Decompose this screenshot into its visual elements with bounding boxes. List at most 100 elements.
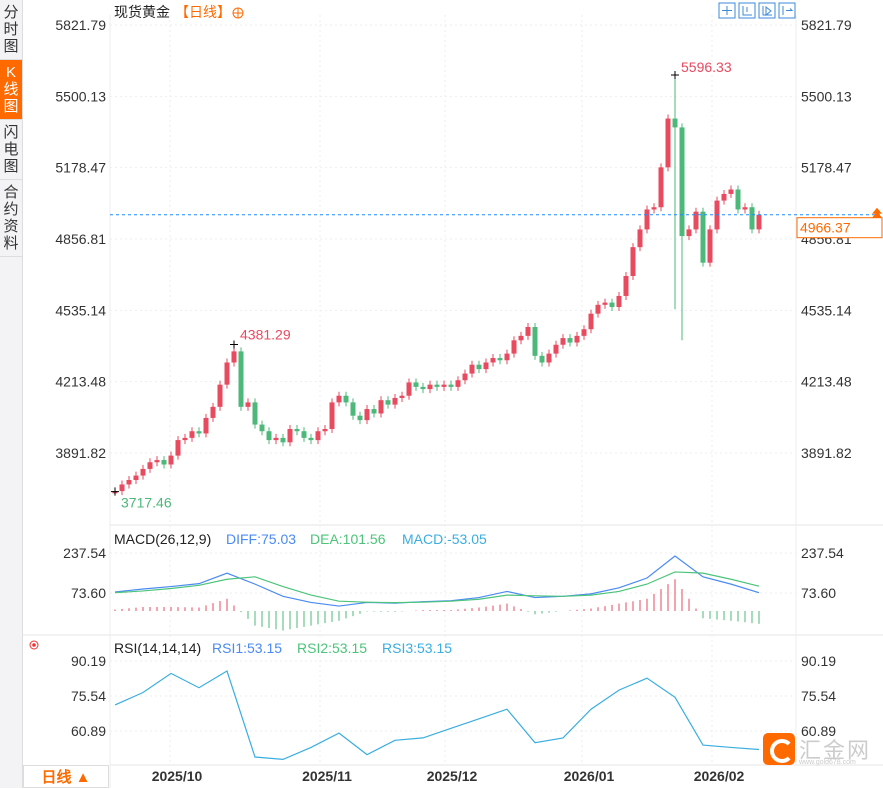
candle (357, 411, 363, 425)
candle-body (161, 460, 167, 465)
candle-body (546, 353, 552, 363)
candle-body (154, 460, 160, 463)
candle (224, 358, 230, 389)
candle (252, 398, 258, 429)
candle-body (168, 455, 174, 465)
y-tick-right: 4213.48 (801, 374, 852, 390)
zoom-fit-icon[interactable] (738, 2, 756, 19)
last-price-label: 4966.37 (800, 220, 851, 236)
candle (756, 210, 762, 234)
candle-body (392, 397, 398, 405)
rsi-y-tick-right: 90.19 (801, 653, 836, 669)
crosshair-icon[interactable] (718, 2, 736, 19)
candle (546, 349, 552, 367)
tab-kline[interactable]: K线图 (0, 60, 22, 120)
high-marker (671, 70, 679, 79)
candle-body (259, 424, 265, 432)
candle (609, 298, 615, 312)
candle-body (231, 351, 237, 363)
macd-diff-line (114, 555, 760, 607)
candle-body (679, 127, 685, 237)
candle-body (742, 207, 748, 210)
tab-contract-info[interactable]: 合约资料 (0, 180, 22, 257)
candle (497, 354, 503, 365)
play-icon[interactable] (758, 2, 776, 19)
y-tick-left: 5500.13 (55, 88, 106, 104)
candle-body (308, 437, 314, 441)
local-high-label: 4381.29 (240, 326, 291, 342)
candle (147, 458, 153, 473)
logo: 汇金网 www.gold678.com (763, 733, 871, 766)
candle-body (476, 364, 482, 370)
candle (280, 433, 286, 447)
candle (371, 405, 377, 418)
candle-body (441, 384, 447, 387)
candle-body (287, 429, 293, 443)
candle (350, 398, 356, 420)
candle (721, 189, 727, 205)
candle (511, 336, 517, 358)
candle (399, 391, 405, 402)
tab-flash[interactable]: 闪电图 (0, 120, 22, 180)
candle-body (630, 247, 636, 276)
candle-body (693, 211, 699, 230)
candle-body (203, 417, 209, 434)
candle (427, 380, 433, 394)
candle-body (462, 373, 468, 381)
candle-body (147, 462, 153, 469)
plus-circle-icon[interactable] (232, 7, 244, 19)
candle-body (364, 409, 370, 421)
logo-icon (763, 733, 795, 765)
candle (217, 380, 223, 411)
candle-body (728, 189, 734, 194)
y-tick-right: 4535.14 (801, 302, 852, 318)
candle-body (133, 475, 139, 481)
x-tick: 2025/10 (152, 768, 203, 784)
period-button[interactable]: 日线 ▲ (23, 765, 109, 788)
candle (161, 456, 167, 469)
macd-legend-0: MACD(26,12,9) (114, 531, 211, 547)
candle (588, 309, 594, 334)
candle (448, 380, 454, 391)
macd-legend-2: DEA:101.56 (310, 531, 386, 547)
candle-body (301, 431, 307, 438)
candle (189, 427, 195, 442)
rsi-legend-0: RSI(14,14,14) (114, 640, 201, 656)
exit-icon-glyph (782, 6, 794, 15)
candle-body (644, 209, 650, 230)
candle-body (273, 437, 279, 441)
candle (623, 271, 629, 300)
x-tick: 2025/12 (427, 768, 478, 784)
candle-body (196, 431, 202, 434)
candle-body (371, 409, 377, 414)
y-tick-left: 4213.48 (55, 374, 106, 390)
candle (469, 360, 475, 378)
period-label: 【日线】 (175, 4, 231, 20)
candle (455, 376, 461, 391)
candle-body (616, 295, 622, 308)
candle (686, 225, 692, 241)
candle (539, 351, 545, 367)
candle (490, 354, 496, 367)
candle (175, 436, 181, 460)
settings-sun-icon-core (32, 643, 36, 647)
candle (343, 391, 349, 407)
exit-icon[interactable] (778, 2, 796, 19)
candle-body (413, 382, 419, 387)
candle (735, 185, 741, 214)
candle-body (588, 313, 594, 330)
candle-body (497, 358, 503, 361)
tab-timeshare[interactable]: 分时图 (0, 0, 22, 60)
candle (630, 243, 636, 280)
candle-body (140, 468, 146, 476)
candle (707, 225, 713, 267)
candle-body (700, 211, 706, 263)
candle (476, 360, 482, 374)
candle (238, 347, 244, 411)
candle-body (658, 167, 664, 208)
candle-body (420, 386, 426, 390)
candle (385, 396, 391, 409)
candle (483, 358, 489, 374)
candle (700, 207, 706, 267)
